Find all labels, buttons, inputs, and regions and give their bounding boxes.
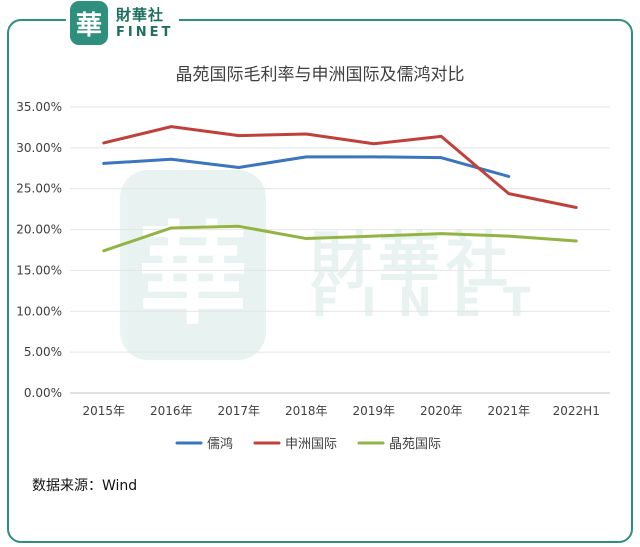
x-tick-label: 2018年 bbox=[285, 404, 328, 418]
y-tick-label: 35.00% bbox=[16, 100, 62, 114]
logo-cn-text: 財華社 bbox=[116, 5, 165, 24]
x-tick-label: 2015年 bbox=[82, 404, 125, 418]
logo-en-text: FINET bbox=[116, 24, 174, 40]
logo-seal-icon: 華 bbox=[70, 1, 108, 45]
x-tick-label: 2017年 bbox=[217, 404, 260, 418]
x-tick-label: 2020年 bbox=[420, 404, 463, 418]
x-tick-label: 2022H1 bbox=[553, 404, 600, 418]
y-tick-label: 15.00% bbox=[16, 263, 62, 277]
y-tick-label: 10.00% bbox=[16, 304, 62, 318]
data-source: 数据来源：Wind bbox=[32, 478, 138, 494]
x-tick-label: 2019年 bbox=[352, 404, 395, 418]
series-line-晶苑国际 bbox=[102, 224, 578, 253]
legend-label: 儒鸿 bbox=[207, 436, 233, 452]
series-line-儒鸿 bbox=[102, 155, 511, 178]
legend-label: 晶苑国际 bbox=[389, 437, 441, 452]
finet-logo: 華 財華社 FINET bbox=[66, 0, 180, 46]
x-tick-label: 2016年 bbox=[150, 404, 193, 418]
y-tick-label: 0.00% bbox=[24, 386, 62, 400]
series-line-申洲国际 bbox=[102, 125, 578, 210]
legend-label: 申洲国际 bbox=[285, 437, 337, 452]
chart-title: 晶苑国际毛利率与申洲国际及儒鸿对比 bbox=[175, 65, 465, 85]
y-tick-label: 25.00% bbox=[16, 182, 62, 196]
y-tick-label: 30.00% bbox=[16, 141, 62, 155]
x-tick-label: 2021年 bbox=[487, 404, 530, 418]
chart-frame bbox=[7, 19, 633, 543]
y-tick-label: 20.00% bbox=[16, 223, 62, 237]
y-tick-label: 5.00% bbox=[24, 345, 62, 359]
